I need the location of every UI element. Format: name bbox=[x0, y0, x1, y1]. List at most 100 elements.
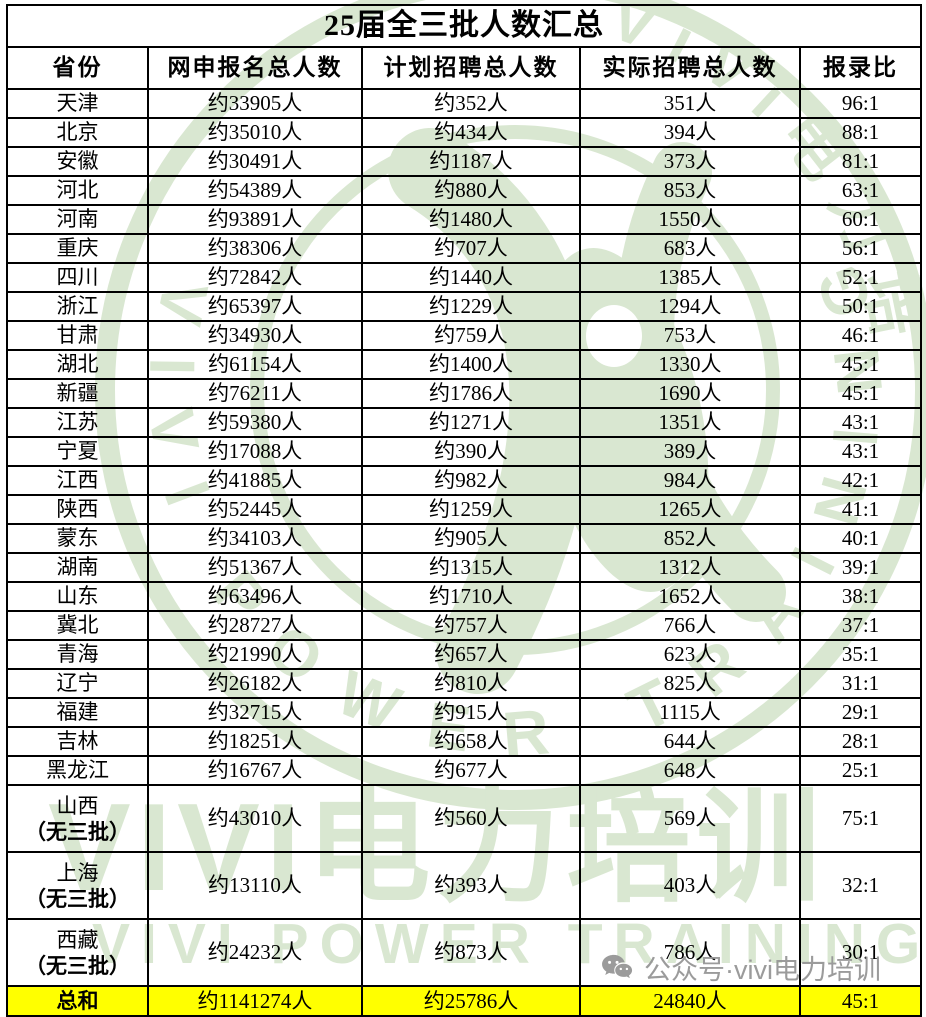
cell-province: 河北 bbox=[6, 175, 149, 206]
cell-actual: 1265人 bbox=[579, 494, 801, 525]
cell-planned: 约905人 bbox=[361, 523, 581, 554]
cell-ratio: 42:1 bbox=[798, 465, 923, 496]
table-row: 山西 （无三批） 约43010人 约560人 569人 75:1 bbox=[6, 784, 923, 853]
cell-province: 陕西 bbox=[6, 494, 149, 525]
cell-province: 上海 （无三批） bbox=[6, 851, 149, 920]
province-note: （无三批） bbox=[25, 886, 130, 911]
table-row: 浙江 约65397人 约1229人 1294人 50:1 bbox=[6, 291, 923, 322]
cell-ratio: 37:1 bbox=[798, 610, 923, 641]
cell-applicants: 约17088人 bbox=[147, 436, 363, 467]
table-row: 河南 约93891人 约1480人 1550人 60:1 bbox=[6, 204, 923, 235]
province-name: 吉林 bbox=[56, 729, 99, 754]
cell-actual: 753人 bbox=[579, 320, 801, 351]
cell-actual: 984人 bbox=[579, 465, 801, 496]
cell-ratio: 46:1 bbox=[798, 320, 923, 351]
cell-ratio: 25:1 bbox=[798, 755, 923, 786]
table-row: 甘肃 约34930人 约759人 753人 46:1 bbox=[6, 320, 923, 351]
cell-province: 重庆 bbox=[6, 233, 149, 264]
province-name: 北京 bbox=[56, 120, 99, 145]
cell-province: 蒙东 bbox=[6, 523, 149, 554]
table-row: 湖北 约61154人 约1400人 1330人 45:1 bbox=[6, 349, 923, 380]
table-head-section: 25届全三批人数汇总 省份 网申报名总人数 计划招聘总人数 实际招聘总人数 报录… bbox=[5, 4, 923, 90]
cell-province: 福建 bbox=[6, 697, 149, 728]
cell-planned: 约1271人 bbox=[361, 407, 581, 438]
province-name: 黑龙江 bbox=[46, 758, 109, 783]
cell-actual: 766人 bbox=[579, 610, 801, 641]
cell-applicants: 约21990人 bbox=[147, 639, 363, 670]
cell-planned: 约810人 bbox=[361, 668, 581, 699]
province-name: 冀北 bbox=[56, 613, 99, 638]
cell-planned: 约1786人 bbox=[361, 378, 581, 409]
cell-ratio: 56:1 bbox=[798, 233, 923, 264]
province-name: 重庆 bbox=[56, 236, 99, 261]
table-row: 江苏 约59380人 约1271人 1351人 43:1 bbox=[6, 407, 923, 438]
province-name: 青海 bbox=[56, 642, 99, 667]
cell-actual: 403人 bbox=[579, 851, 801, 920]
table-body: 天津 约33905人 约352人 351人 96:1 北京 约35010人 约4… bbox=[6, 88, 923, 987]
cell-planned: 约873人 bbox=[361, 918, 581, 987]
page-title: 25届全三批人数汇总 bbox=[5, 4, 923, 48]
province-name: 河南 bbox=[56, 207, 99, 232]
cell-applicants: 约72842人 bbox=[147, 262, 363, 293]
cell-applicants: 约59380人 bbox=[147, 407, 363, 438]
cell-planned: 约1315人 bbox=[361, 552, 581, 583]
table-row: 黑龙江 约16767人 约677人 648人 25:1 bbox=[6, 755, 923, 786]
cell-planned: 约915人 bbox=[361, 697, 581, 728]
total-row: 总和 约1141274人 约25786人 24840人 45:1 bbox=[6, 985, 923, 1017]
cell-total-ratio: 45:1 bbox=[798, 985, 923, 1017]
cell-ratio: 41:1 bbox=[798, 494, 923, 525]
cell-applicants: 约34930人 bbox=[147, 320, 363, 351]
header-row: 省份 网申报名总人数 计划招聘总人数 实际招聘总人数 报录比 bbox=[6, 46, 923, 90]
table-row: 天津 约33905人 约352人 351人 96:1 bbox=[6, 88, 923, 119]
cell-actual: 1652人 bbox=[579, 581, 801, 612]
cell-applicants: 约18251人 bbox=[147, 726, 363, 757]
cell-planned: 约1440人 bbox=[361, 262, 581, 293]
cell-ratio: 28:1 bbox=[798, 726, 923, 757]
table-row: 辽宁 约26182人 约810人 825人 31:1 bbox=[6, 668, 923, 699]
cell-ratio: 40:1 bbox=[798, 523, 923, 554]
province-name: 浙江 bbox=[56, 294, 99, 319]
province-name: 天津 bbox=[56, 91, 99, 116]
province-name: 四川 bbox=[56, 265, 99, 290]
cell-actual: 351人 bbox=[579, 88, 801, 119]
summary-table: 25届全三批人数汇总 省份 网申报名总人数 计划招聘总人数 实际招聘总人数 报录… bbox=[5, 4, 923, 1017]
cell-actual: 1385人 bbox=[579, 262, 801, 293]
cell-applicants: 约61154人 bbox=[147, 349, 363, 380]
column-header-ratio: 报录比 bbox=[798, 46, 923, 90]
province-name: 辽宁 bbox=[56, 671, 99, 696]
cell-applicants: 约38306人 bbox=[147, 233, 363, 264]
cell-province: 甘肃 bbox=[6, 320, 149, 351]
cell-planned: 约657人 bbox=[361, 639, 581, 670]
table-row: 江西 约41885人 约982人 984人 42:1 bbox=[6, 465, 923, 496]
cell-ratio: 43:1 bbox=[798, 436, 923, 467]
cell-province: 江苏 bbox=[6, 407, 149, 438]
cell-planned: 约707人 bbox=[361, 233, 581, 264]
province-name: 湖北 bbox=[56, 352, 99, 377]
cell-province: 辽宁 bbox=[6, 668, 149, 699]
cell-province: 湖北 bbox=[6, 349, 149, 380]
table-row: 上海 （无三批） 约13110人 约393人 403人 32:1 bbox=[6, 851, 923, 920]
cell-planned: 约982人 bbox=[361, 465, 581, 496]
cell-ratio: 31:1 bbox=[798, 668, 923, 699]
table-row: 陕西 约52445人 约1259人 1265人 41:1 bbox=[6, 494, 923, 525]
cell-ratio: 75:1 bbox=[798, 784, 923, 853]
cell-applicants: 约51367人 bbox=[147, 552, 363, 583]
cell-ratio: 43:1 bbox=[798, 407, 923, 438]
cell-province: 吉林 bbox=[6, 726, 149, 757]
cell-planned: 约390人 bbox=[361, 436, 581, 467]
cell-actual: 786人 bbox=[579, 918, 801, 987]
cell-ratio: 32:1 bbox=[798, 851, 923, 920]
cell-actual: 1550人 bbox=[579, 204, 801, 235]
province-name: 甘肃 bbox=[56, 323, 99, 348]
cell-actual: 1330人 bbox=[579, 349, 801, 380]
table-row: 青海 约21990人 约657人 623人 35:1 bbox=[6, 639, 923, 670]
cell-planned: 约434人 bbox=[361, 117, 581, 148]
cell-applicants: 约41885人 bbox=[147, 465, 363, 496]
cell-actual: 825人 bbox=[579, 668, 801, 699]
cell-ratio: 39:1 bbox=[798, 552, 923, 583]
cell-ratio: 96:1 bbox=[798, 88, 923, 119]
table-row: 宁夏 约17088人 约390人 389人 43:1 bbox=[6, 436, 923, 467]
cell-province: 西藏 （无三批） bbox=[6, 918, 149, 987]
province-name: 河北 bbox=[56, 178, 99, 203]
cell-planned: 约677人 bbox=[361, 755, 581, 786]
